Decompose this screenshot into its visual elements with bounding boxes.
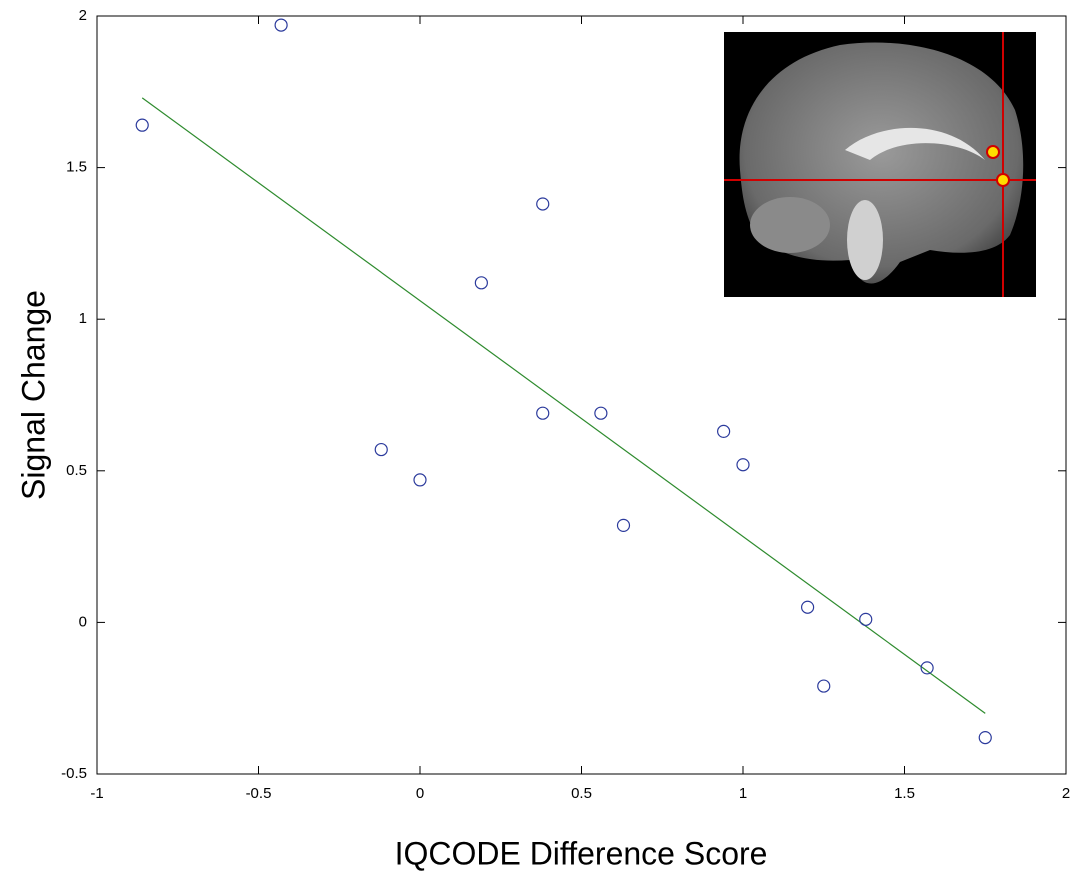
chart: IQCODE Difference Score Signal Change -1… bbox=[0, 0, 1077, 874]
x-tick-label: 1 bbox=[739, 785, 747, 802]
x-tick-label: -0.5 bbox=[246, 785, 272, 802]
x-tick-label: 0 bbox=[416, 785, 424, 802]
x-tick-label: 0.5 bbox=[571, 785, 592, 802]
y-tick-label: 1.5 bbox=[66, 159, 87, 176]
x-tick-label: -1 bbox=[90, 785, 103, 802]
y-axis-label: Signal Change bbox=[15, 290, 51, 500]
x-tick-label: 2 bbox=[1062, 785, 1070, 802]
y-tick-label: 1 bbox=[79, 310, 87, 327]
brain-inset bbox=[724, 32, 1036, 297]
x-axis-label: IQCODE Difference Score bbox=[395, 835, 768, 871]
y-tick-label: 2 bbox=[79, 7, 87, 24]
activation bbox=[997, 174, 1009, 186]
page: IQCODE Difference Score Signal Change -1… bbox=[0, 0, 1077, 874]
brainstem bbox=[847, 200, 883, 280]
activation bbox=[987, 146, 999, 158]
y-tick-label: 0.5 bbox=[66, 462, 87, 479]
y-tick-label: 0 bbox=[79, 613, 87, 630]
x-tick-label: 1.5 bbox=[894, 785, 915, 802]
cerebellum bbox=[750, 197, 830, 253]
y-tick-label: -0.5 bbox=[61, 765, 87, 782]
